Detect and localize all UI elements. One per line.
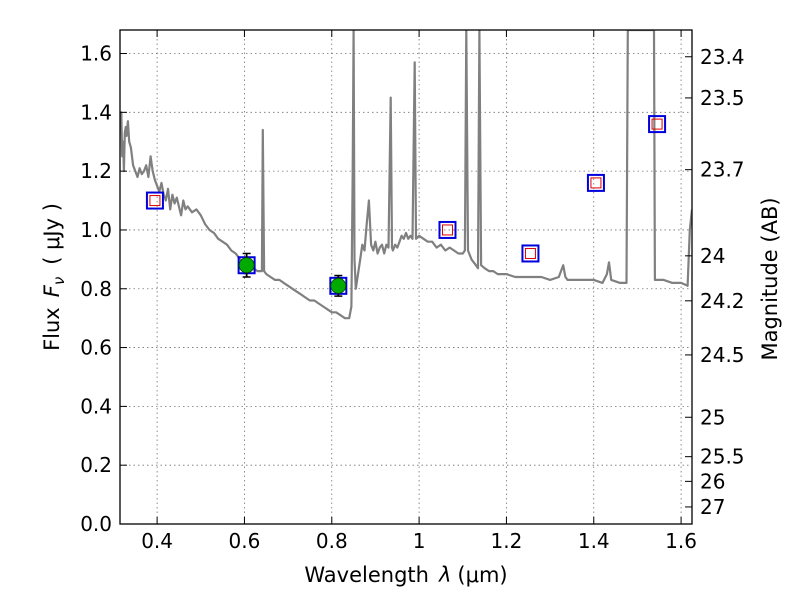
mag-tick-label: 24.5 [700,343,745,367]
y-axis-label: Flux Fν ( μJy ) [40,203,68,351]
x-axis-label-symbol: λ [438,563,451,587]
x-tick-label: 0.4 [141,529,173,553]
x-tick-label: 1 [413,529,426,553]
y-axis-label-subscript: ν [50,277,68,285]
y-axis-label-prefix: Flux [40,307,64,351]
model-photometry-point [438,220,457,239]
x-axis-label-unit: (μm) [457,563,507,587]
mag-tick-label: 24.2 [700,289,745,313]
mag-tick-label: 25.5 [700,445,745,469]
y2-axis-label: Magnitude (AB) [758,197,782,360]
x-tick-label: 0.8 [316,529,348,553]
y-tick-label: 1.2 [80,159,112,183]
model-photometry-point [586,173,605,192]
model-photometry-point [648,115,667,134]
model-photometry-point [145,191,164,210]
model-error-box [524,247,536,259]
y-tick-label: 1.0 [80,218,112,242]
x-tick-label: 0.6 [229,529,261,553]
y-axis-label-unit: ( μJy ) [40,203,64,265]
mag-tick-label: 25 [700,405,725,429]
mag-tick-label: 26 [700,469,725,493]
model-error-box [149,195,161,207]
y-axis-label-symbol: F [40,284,64,297]
y-tick-label: 1.6 [80,42,112,66]
mag-tick-label: 23.4 [700,45,745,69]
y-tick-label: 0.2 [80,453,112,477]
x-tick-label: 1.2 [491,529,523,553]
mag-tick-label: 24 [700,244,725,268]
x-tick-label: 1.6 [665,529,697,553]
plot-frame [119,29,693,525]
mag-tick-label: 23.5 [700,86,745,110]
y-tick-label: 0.8 [80,277,112,301]
mag-tick-label: 27 [700,495,725,519]
sed-line [120,30,692,320]
mag-tick-label: 23.7 [700,158,745,182]
model-error-box [651,118,663,130]
y-tick-label: 0.4 [80,394,112,418]
model-error-box [441,224,453,236]
y-tick-label: 1.4 [80,100,112,124]
x-tick-label: 1.4 [578,529,610,553]
x-axis-label-prefix: Wavelength [304,563,429,587]
data-layer [120,30,692,320]
model-photometry-point [521,244,540,263]
x-axis-label: Wavelength λ (μm) [304,563,507,587]
model-error-box [590,177,602,189]
observed-point [330,277,347,294]
observed-point [238,257,255,274]
ticks: 0.4 0.6 0.8 1 1.2 1.4 1.6 0.0 0.2 0.4 0.6 0.8 1.0 1.2… [80,30,745,553]
y-tick-label: 0.0 [80,512,112,536]
y-tick-label: 0.6 [80,336,112,360]
